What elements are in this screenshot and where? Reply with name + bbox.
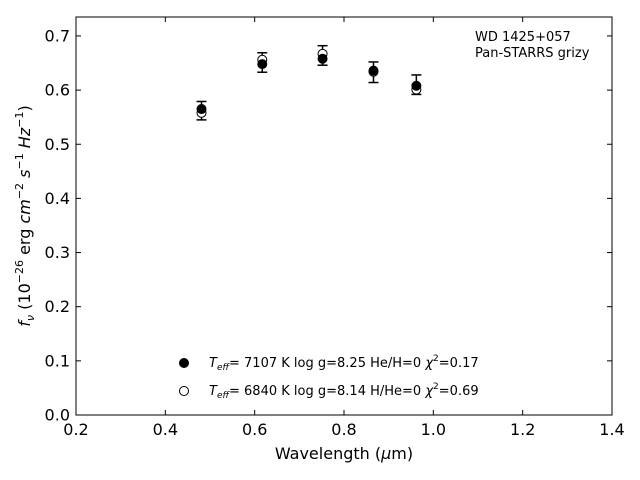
model-point-filled: [368, 65, 379, 76]
x-tick-label: 1.2: [510, 420, 535, 439]
x-tick-label: 1.0: [421, 420, 446, 439]
x-axis-label: Wavelength (μm): [275, 444, 413, 463]
y-tick-label: 0.5: [45, 135, 70, 154]
x-tick-label: 0.2: [63, 420, 88, 439]
model-point-filled: [196, 104, 207, 115]
legend-marker-filled: [179, 358, 189, 368]
x-tick-label: 0.8: [331, 420, 356, 439]
y-tick-label: 0.1: [45, 351, 70, 370]
survey-name: Pan-STARRS grizy: [475, 46, 590, 61]
object-name: WD 1425+057: [475, 30, 571, 45]
y-axis-ticks: 0.0 0.1 0.2 0.3 0.4 0.5 0.6 0.7: [45, 26, 612, 425]
y-tick-label: 0.7: [45, 26, 70, 45]
x-axis-ticks: 0.2 0.4 0.6 0.8 1.0 1.2 1.4: [63, 17, 625, 439]
data-markers: [196, 48, 422, 118]
legend-entry-1: Teff= 7107 K log g=8.25 He/H=0 χ2=0.17: [209, 354, 479, 373]
x-tick-label: 0.4: [153, 420, 178, 439]
model-point-filled: [411, 80, 422, 91]
legend: Teff= 7107 K log g=8.25 He/H=0 χ2=0.17 T…: [179, 354, 479, 401]
y-tick-label: 0.0: [45, 406, 70, 425]
y-tick-label: 0.3: [45, 243, 70, 262]
y-tick-label: 0.6: [45, 81, 70, 100]
y-tick-label: 0.4: [45, 189, 70, 208]
y-tick-label: 0.2: [45, 297, 70, 316]
x-tick-label: 1.4: [599, 420, 624, 439]
plot-area: [75, 16, 613, 416]
model-point-filled: [317, 53, 328, 64]
legend-entry-2: Teff= 6840 K log g=8.14 H/He=0 χ2=0.69: [209, 382, 479, 401]
model-point-filled: [257, 59, 268, 70]
x-tick-label: 0.6: [242, 420, 267, 439]
y-axis-label: fν (10−26 erg cm−2 s−1 Hz−1): [13, 105, 37, 326]
legend-marker-open: [179, 386, 189, 396]
